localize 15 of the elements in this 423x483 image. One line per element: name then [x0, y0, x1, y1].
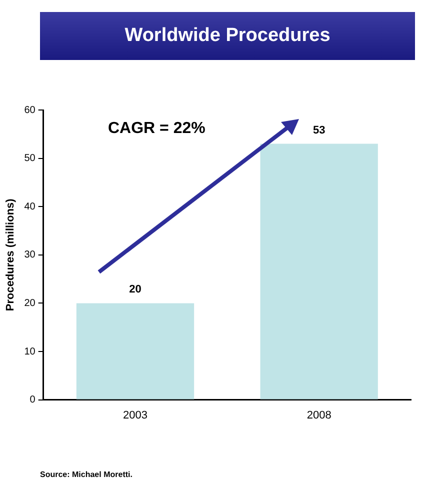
- annotation: CAGR = 22%: [108, 120, 206, 138]
- y-tick-label: 40: [24, 201, 36, 212]
- y-tick-label: 10: [24, 346, 36, 358]
- x-tick-label: 2008: [306, 409, 332, 422]
- x-tick-label: 2003: [123, 409, 148, 422]
- y-tick-label: 50: [24, 153, 36, 164]
- data-label: 53: [312, 124, 326, 136]
- y-tick-label: 60: [24, 104, 36, 116]
- data-label: 20: [129, 284, 142, 296]
- y-tick-label: 20: [24, 298, 36, 309]
- y-tick-label: 30: [24, 250, 36, 261]
- source-note: Source: Michael Moretti.: [40, 470, 132, 479]
- y-tick-label: 0: [30, 394, 36, 406]
- chart-title: Worldwide Procedures: [40, 12, 415, 60]
- y-axis-title: Procedures (millions): [4, 198, 17, 312]
